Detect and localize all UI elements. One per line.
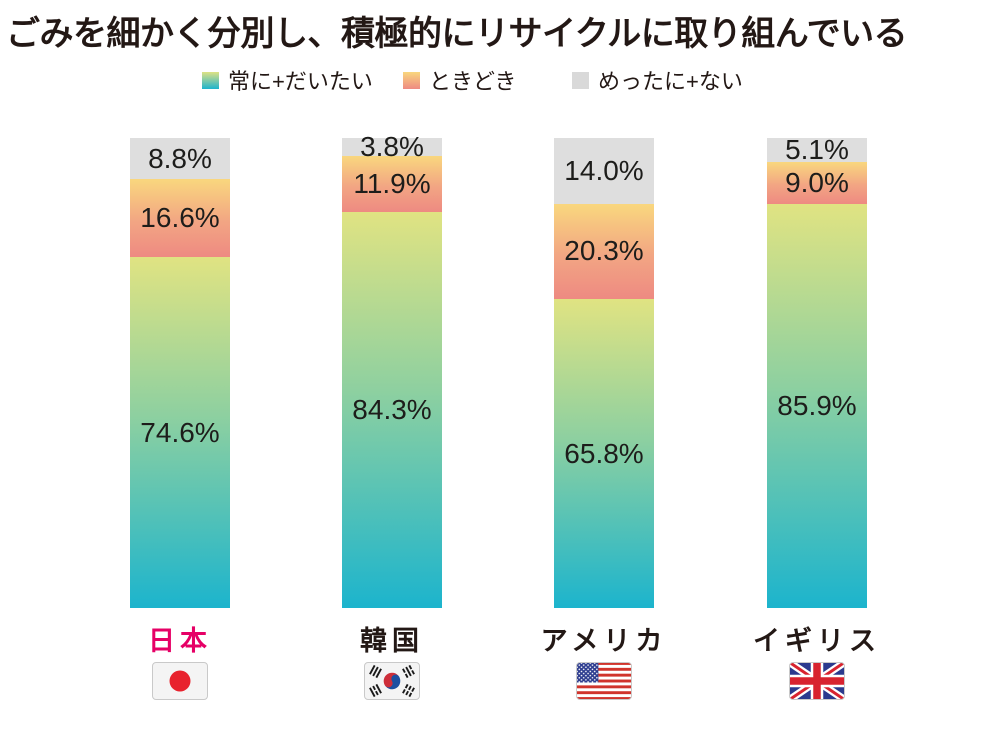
bar-korea-segment-always: 84.3% — [342, 211, 442, 608]
south-korea-flag-icon — [364, 662, 420, 700]
bar-japan-segment-sometimes: 16.6% — [130, 179, 230, 258]
bar-korea: 3.8% 11.9% 84.3% — [342, 132, 442, 608]
value-label: 65.8% — [564, 437, 644, 469]
bar-japan-segment-always: 74.6% — [130, 257, 230, 608]
legend-label-never: めったに+ない — [598, 69, 743, 94]
bar-uk-segment-never: 5.1% — [767, 133, 867, 165]
category-label-uk: イギリス — [753, 626, 881, 656]
legend-label-sometimes: ときどき — [429, 69, 517, 94]
usa-flag-icon — [576, 662, 632, 700]
bar-usa-segment-sometimes: 20.3% — [554, 203, 654, 300]
legend-item-sometimes: ときどき — [403, 69, 516, 94]
value-label: 74.6% — [140, 416, 220, 448]
japan-flag-icon — [152, 662, 208, 700]
value-label: 84.3% — [352, 393, 432, 425]
value-label: 3.8% — [360, 130, 424, 162]
bar-uk-segment-sometimes: 9.0% — [767, 161, 867, 205]
value-label: 11.9% — [353, 167, 431, 199]
value-label: 20.3% — [564, 235, 644, 267]
bar-usa-segment-always: 65.8% — [554, 299, 654, 608]
chart-title: ごみを細かく分別し、積極的にリサイクルに取り組んでいる — [6, 15, 908, 53]
legend-swatch-green-gradient-icon — [202, 71, 219, 89]
legend-label-always: 常に+だいたい — [228, 69, 373, 94]
bar-japan: 8.8% 16.6% 74.6% — [130, 138, 230, 608]
value-label: 5.1% — [785, 133, 849, 165]
category-label-japan: 日本 — [148, 626, 212, 656]
legend-item-always: 常に+だいたい — [202, 69, 373, 94]
uk-flag-icon — [789, 662, 845, 700]
bar-usa-segment-never: 14.0% — [554, 138, 654, 204]
legend-swatch-gray-icon — [572, 71, 589, 89]
category-label-usa: アメリカ — [540, 626, 668, 656]
value-label: 16.6% — [140, 202, 220, 234]
legend-item-never: めったに+ない — [572, 69, 743, 94]
bar-japan-segment-never: 8.8% — [130, 138, 230, 180]
bar-usa: 14.0% 20.3% 65.8% — [554, 138, 654, 608]
value-label: 14.0% — [564, 154, 644, 186]
value-label: 85.9% — [777, 390, 857, 422]
category-label-korea: 韓国 — [360, 626, 424, 656]
bar-uk: 5.1% 9.0% 85.9% — [767, 133, 867, 608]
bar-uk-segment-always: 85.9% — [767, 204, 867, 608]
value-label: 8.8% — [148, 142, 212, 174]
value-label: 9.0% — [785, 167, 849, 199]
bar-korea-segment-never: 3.8% — [342, 132, 442, 160]
bar-korea-segment-sometimes: 11.9% — [342, 155, 442, 212]
legend-swatch-orange-gradient-icon — [403, 71, 420, 89]
